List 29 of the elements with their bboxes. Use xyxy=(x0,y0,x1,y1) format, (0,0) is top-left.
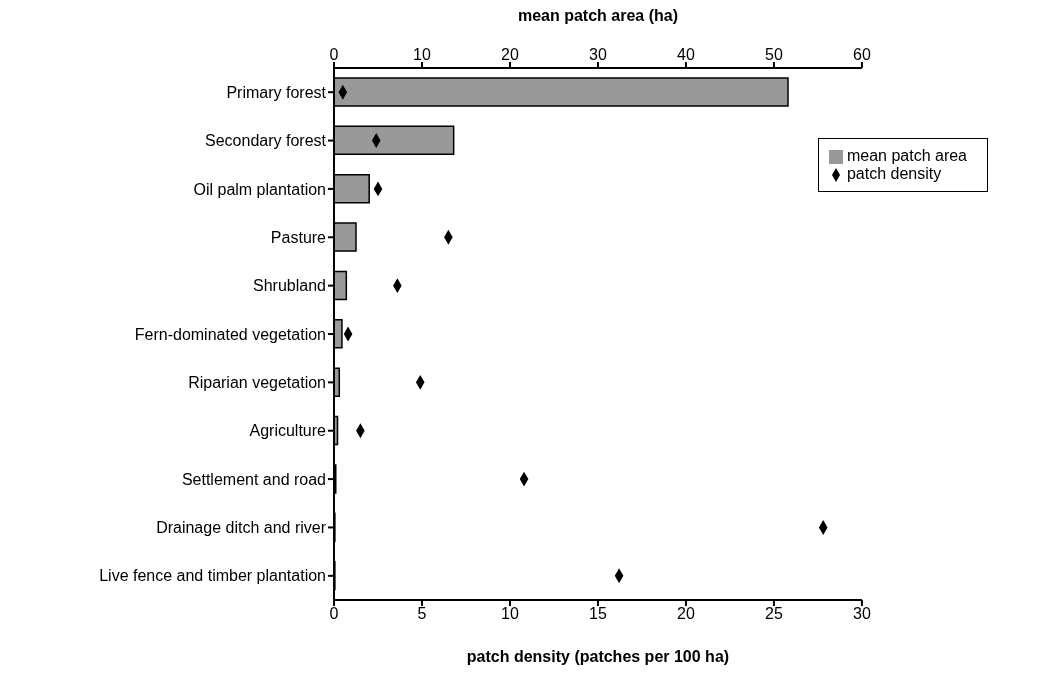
y-tick-label: Secondary forest xyxy=(205,132,327,150)
y-tick-label: Settlement and road xyxy=(181,470,326,488)
y-tick-label: Oil palm plantation xyxy=(193,180,326,198)
legend-label: patch density xyxy=(846,165,942,182)
x2-tick-label: 30 xyxy=(589,46,607,63)
x-tick-label: 0 xyxy=(329,605,339,623)
x2-tick-label: 0 xyxy=(329,46,339,63)
x2-tick-label: 60 xyxy=(853,46,871,63)
x-tick-label: 10 xyxy=(501,605,519,623)
y-tick-label: Primary forest xyxy=(226,83,327,101)
x-tick-label: 25 xyxy=(765,605,783,623)
y-tick-label: Fern-dominated vegetation xyxy=(134,325,326,343)
y-tick-label: Drainage ditch and river xyxy=(156,519,327,537)
y-tick-label: Shrubland xyxy=(253,277,326,295)
x-tick-label: 20 xyxy=(677,605,695,623)
x2-axis-title: mean patch area (ha) xyxy=(517,7,678,25)
legend-label: mean patch area xyxy=(846,147,967,164)
x2-tick-label: 20 xyxy=(501,46,519,63)
y-tick-label: Pasture xyxy=(270,228,327,246)
x-tick-label: 15 xyxy=(589,605,607,623)
y-tick-label: Live fence and timber plantation xyxy=(99,567,326,585)
x-tick-label: 30 xyxy=(853,605,871,623)
y-tick-label: Riparian vegetation xyxy=(188,374,326,392)
y-tick-label: Agriculture xyxy=(249,422,327,440)
x-tick-label: 5 xyxy=(417,605,427,623)
x-axis-title: patch density (patches per 100 ha) xyxy=(466,648,730,665)
x2-tick-label: 10 xyxy=(413,46,431,63)
x2-tick-label: 40 xyxy=(677,46,695,63)
x2-tick-label: 50 xyxy=(765,46,783,63)
